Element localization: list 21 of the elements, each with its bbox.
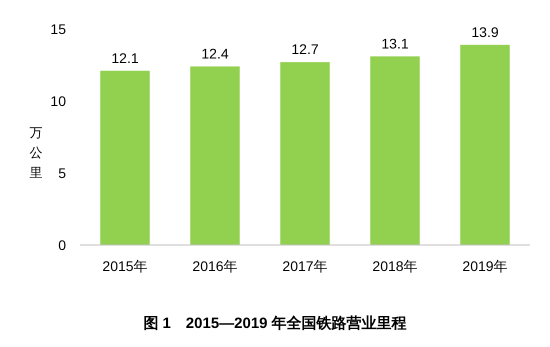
x-tick-label: 2015年 xyxy=(102,258,148,274)
y-tick-label: 5 xyxy=(58,165,66,181)
bar xyxy=(100,70,150,245)
text: 图 1 2015—2019 年全国铁路营业里程 xyxy=(143,315,407,332)
x-tick-label: 2019年 xyxy=(462,258,508,274)
y-tick-label: 10 xyxy=(50,93,66,109)
bar xyxy=(190,66,240,245)
bar xyxy=(280,62,330,245)
bar xyxy=(370,56,420,245)
x-tick-label: 2017年 xyxy=(282,258,328,274)
y-tick-label: 15 xyxy=(50,21,66,37)
x-tick-label: 2016年 xyxy=(192,258,238,274)
y-axis-title: 万公里 xyxy=(30,125,42,180)
data-label: 12.1 xyxy=(111,50,139,66)
y-tick-label: 0 xyxy=(58,237,66,253)
data-label: 12.7 xyxy=(291,41,319,58)
data-label: 12.4 xyxy=(201,45,229,62)
data-label: 13.9 xyxy=(471,24,499,40)
data-label: 13.1 xyxy=(381,35,409,52)
bar xyxy=(460,44,510,245)
x-tick-label: 2018年 xyxy=(372,258,418,274)
